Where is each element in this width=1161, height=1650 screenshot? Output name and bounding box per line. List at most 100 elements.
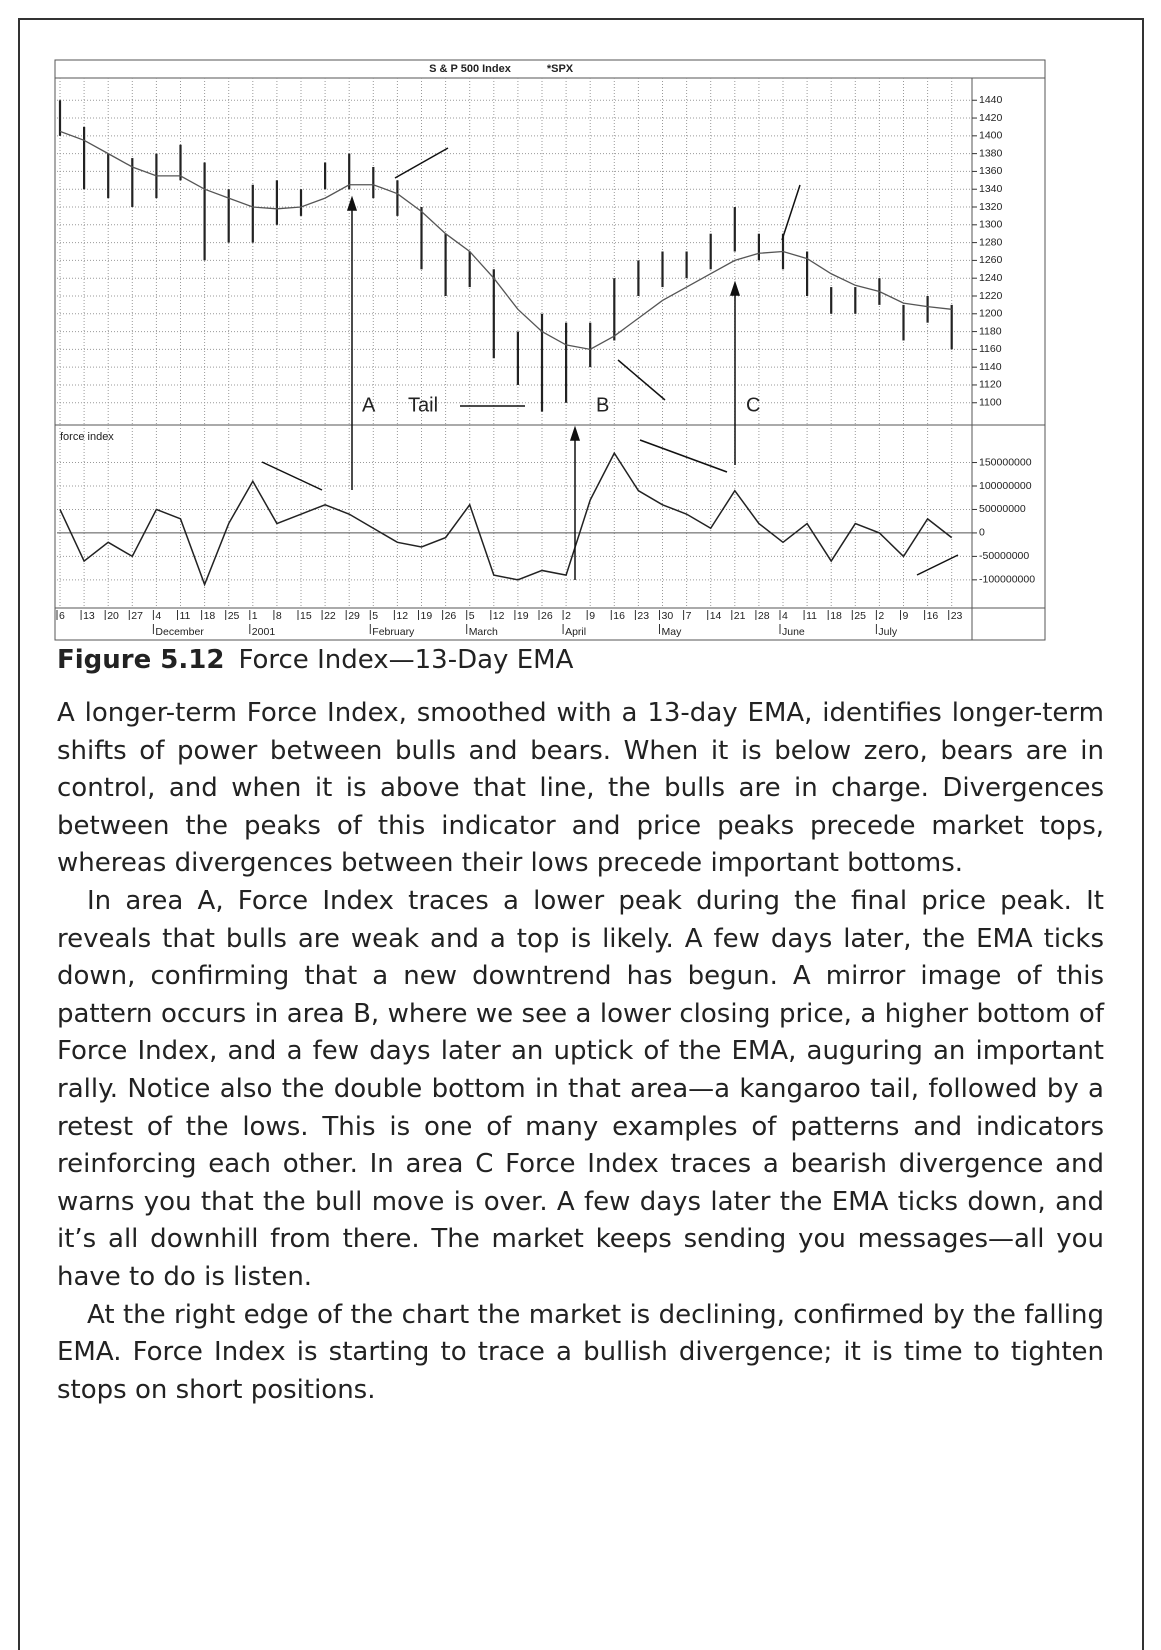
x-tick-label: 11: [806, 610, 817, 622]
y-tick-label: 1240: [979, 272, 1003, 284]
arrowhead: [569, 425, 581, 441]
x-tick-label: 9: [589, 610, 595, 622]
y-tick-label: 1360: [979, 165, 1003, 177]
x-tick-label: 29: [348, 610, 360, 622]
x-tick-label: 2: [878, 610, 884, 622]
arrowhead: [346, 195, 358, 211]
caption-text: Force Index—13-Day EMA: [238, 645, 574, 675]
y-tick-label: 1220: [979, 290, 1003, 302]
x-tick-label: 25: [854, 610, 866, 622]
x-tick-label: 30: [662, 610, 674, 622]
y-tick-label: 1120: [979, 379, 1002, 391]
y-tick-label: 100000000: [979, 480, 1032, 492]
frame-right: [1142, 18, 1144, 1650]
x-tick-label: 14: [710, 610, 722, 622]
paragraph: At the right edge of the chart the marke…: [57, 1299, 1104, 1405]
arrow: [639, 439, 728, 473]
x-tick-label: 7: [686, 610, 692, 622]
y-tick-label: 1400: [979, 130, 1003, 142]
x-tick-label: 19: [517, 610, 529, 622]
x-tick-label: 5: [372, 610, 378, 622]
x-tick-label: 11: [180, 610, 191, 622]
month-label: April: [565, 626, 586, 638]
x-tick-label: 16: [613, 610, 625, 622]
frame-left: [18, 18, 20, 1650]
chart-title: S & P 500 Index: [429, 63, 512, 75]
annotation: C: [746, 394, 760, 416]
x-tick-label: 2: [565, 610, 571, 622]
figure-caption: Figure 5.12 Force Index—13-Day EMA: [57, 645, 573, 675]
y-tick-label: 150000000: [979, 456, 1032, 468]
x-tick-label: 26: [541, 610, 553, 622]
month-label: July: [878, 626, 897, 638]
x-tick-label: 18: [830, 610, 842, 622]
x-tick-label: 6: [59, 610, 65, 622]
panel-title: force index: [60, 431, 114, 443]
x-tick-label: 28: [758, 610, 770, 622]
month-label: May: [662, 626, 683, 638]
y-tick-label: 1340: [979, 183, 1003, 195]
month-label: June: [782, 626, 805, 638]
chart-border: [54, 59, 1046, 641]
y-tick-label: 1100: [979, 397, 1002, 409]
y-tick-label: 1260: [979, 254, 1003, 266]
frame-top: [18, 18, 1144, 20]
arrow: [394, 147, 449, 179]
x-tick-label: 23: [637, 610, 649, 622]
y-tick-label: 1440: [979, 94, 1003, 106]
month-label: December: [155, 626, 204, 638]
month-label: 2001: [252, 626, 276, 638]
x-tick-label: 15: [300, 610, 312, 622]
annotation: Tail: [408, 394, 438, 416]
x-tick-label: 25: [228, 610, 240, 622]
force-index-line: [59, 451, 953, 587]
x-tick-label: 23: [951, 610, 963, 622]
chart-symbol: *SPX: [547, 63, 574, 75]
y-tick-label: 1320: [979, 201, 1003, 213]
x-tick-label: 20: [107, 610, 119, 622]
ema-line: [59, 130, 952, 351]
chart: S & P 500 Index *SPX force index 1100112…: [54, 59, 1046, 641]
caption-label: Figure 5.12: [57, 645, 225, 675]
x-tick-label: 19: [421, 610, 433, 622]
y-tick-label: 1180: [979, 325, 1002, 337]
annotation-arrows: [261, 147, 959, 580]
x-tick-label: 4: [155, 610, 161, 622]
arrow: [261, 461, 323, 491]
annotation: B: [596, 394, 609, 416]
x-tick-label: 9: [903, 610, 909, 622]
x-tick-label: 13: [83, 610, 95, 622]
y-tick-label: -100000000: [979, 574, 1035, 586]
x-tick-label: 12: [493, 610, 505, 622]
y-tick-label: 0: [979, 527, 985, 539]
paragraph: A longer-term Force Index, smoothed with…: [57, 698, 1104, 879]
x-tick-label: 5: [469, 610, 475, 622]
y-tick-label: 1380: [979, 147, 1003, 159]
x-tick-label: 1: [252, 610, 258, 622]
x-tick-label: 26: [445, 610, 457, 622]
y-tick-label: 1280: [979, 236, 1003, 248]
x-tick-label: 4: [782, 610, 788, 622]
arrow: [617, 359, 666, 401]
x-tick-label: 8: [276, 610, 282, 622]
y-tick-label: 1420: [979, 112, 1003, 124]
x-tick-label: 21: [734, 610, 746, 622]
y-tick-label: 1160: [979, 343, 1002, 355]
y-tick-label: 1140: [979, 361, 1002, 373]
y-tick-label: 1300: [979, 219, 1003, 231]
x-tick-label: 27: [131, 610, 143, 622]
month-label: March: [469, 626, 498, 638]
x-tick-label: 18: [204, 610, 216, 622]
arrowhead: [729, 280, 741, 296]
x-tick-label: 16: [927, 610, 939, 622]
y-tick-label: 1200: [979, 308, 1003, 320]
x-tick-label: 12: [396, 610, 408, 622]
x-tick-label: 22: [324, 610, 336, 622]
body-text: A longer-term Force Index, smoothed with…: [57, 695, 1104, 1409]
month-label: February: [372, 626, 415, 638]
y-tick-label: -50000000: [979, 550, 1029, 562]
annotation: A: [362, 394, 376, 416]
paragraph: In area A, Force Index traces a lower pe…: [57, 885, 1104, 1292]
arrow: [916, 554, 959, 576]
